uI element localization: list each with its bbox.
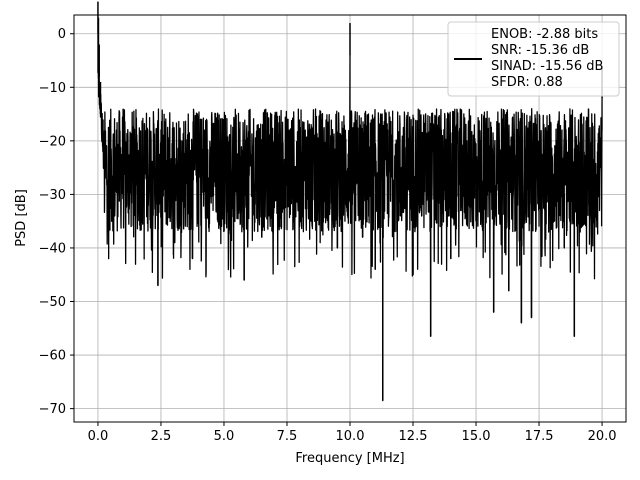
legend-sinad: SINAD: -15.56 dB <box>491 59 603 74</box>
y-axis-ticks: 0 −10 −20 −30 −40 −50 −60 −70 <box>39 27 74 417</box>
y-tick-label: −30 <box>39 188 66 203</box>
legend-box <box>447 21 620 97</box>
y-tick-label: −10 <box>39 81 66 96</box>
legend-enob: ENOB: -2.88 bits <box>491 27 598 42</box>
x-tick-label: 5.0 <box>214 429 235 444</box>
plot-series-group <box>97 1 603 402</box>
y-axis-label: PSD [dB] <box>14 189 29 247</box>
x-tick-label: 2.5 <box>151 429 172 444</box>
legend-snr: SNR: -15.36 dB <box>491 43 589 58</box>
y-tick-label: −60 <box>39 349 66 364</box>
legend-sfdr: SFDR: 0.88 <box>491 75 563 90</box>
legend: ENOB: -2.88 bits SNR: -15.36 dB SINAD: -… <box>447 21 620 97</box>
x-axis-ticks: 0.0 2.5 5.0 7.5 10.0 12.5 15.0 17.5 20.0 <box>88 422 617 444</box>
x-tick-label: 17.5 <box>525 429 554 444</box>
x-axis-label: Frequency [MHz] <box>295 451 404 466</box>
y-tick-label: −70 <box>39 402 66 417</box>
y-tick-label: −20 <box>39 134 66 149</box>
x-tick-label: 10.0 <box>336 429 365 444</box>
x-tick-label: 12.5 <box>399 429 428 444</box>
x-tick-label: 15.0 <box>462 429 491 444</box>
y-tick-label: 0 <box>58 27 66 42</box>
psd-series-line <box>97 33 603 402</box>
x-tick-label: 7.5 <box>277 429 298 444</box>
y-tick-label: −50 <box>39 295 66 310</box>
x-tick-label: 0.0 <box>88 429 109 444</box>
x-tick-label: 20.0 <box>588 429 617 444</box>
y-tick-label: −40 <box>39 241 66 256</box>
